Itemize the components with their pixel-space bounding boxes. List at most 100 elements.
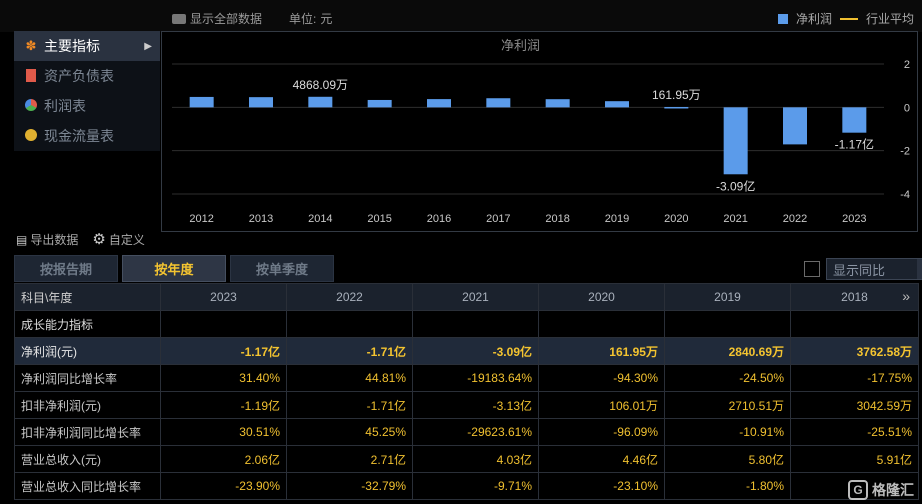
x-tick-label: 2019 [605, 213, 629, 225]
unit-display: 单位: 元 [289, 10, 332, 27]
show-all-data-toggle[interactable]: 显示全部数据 [172, 10, 262, 27]
compare-control: 显示同比 ▼ [804, 258, 922, 280]
double-chevron-right-icon[interactable]: » [902, 288, 910, 304]
unit-label: 单位: [289, 12, 317, 26]
menu-item-cash-flow[interactable]: 现金流量表 [14, 121, 160, 151]
x-tick-label: 2017 [486, 213, 510, 225]
period-tabs: 按报告期 按年度 按单季度 [14, 255, 334, 282]
x-tick-label: 2018 [545, 213, 569, 225]
menu-item-income-statement[interactable]: 利润表 [14, 91, 160, 121]
chevron-down-icon: ▼ [917, 259, 922, 279]
x-tick-label: 2016 [427, 213, 451, 225]
table-cell: -94.30% [538, 364, 665, 392]
table-cell [538, 310, 665, 338]
table-row[interactable]: 扣非净利润(元) -1.19亿 -1.71亿 -3.13亿 106.01万 2710.51… [14, 391, 919, 419]
y-tick-label: -2 [900, 146, 910, 158]
export-data-button[interactable]: ▤ 导出数据 [16, 231, 78, 248]
bar [783, 107, 807, 145]
coins-icon [24, 129, 38, 143]
data-label: 4868.09万 [293, 78, 348, 92]
compare-checkbox[interactable] [804, 261, 820, 277]
menu-item-label: 主要指标 [44, 38, 100, 54]
header-year-last[interactable]: 2018 » [790, 283, 919, 311]
table-cell: -1.71亿 [286, 337, 413, 365]
bar [308, 96, 333, 108]
bar [189, 96, 214, 108]
x-tick-label: 2012 [189, 213, 213, 225]
legend-industry-avg: 行业平均 [865, 12, 914, 26]
top-toolbar: 显示全部数据 单位: 元 净利润 行业平均 [0, 0, 922, 32]
document-icon [24, 69, 38, 83]
header-year[interactable]: 2022 [286, 283, 413, 311]
watermark-logo: G 格隆汇 [848, 480, 914, 500]
table-row[interactable]: 净利润同比增长率 31.40% 44.81% -19183.64% -94.30% -24… [14, 364, 919, 392]
menu-item-label: 资产负债表 [44, 68, 114, 84]
table-cell [160, 310, 287, 338]
compare-select[interactable]: 显示同比 ▼ [826, 258, 922, 280]
table-cell: -1.17亿 [160, 337, 287, 365]
row-label: 成长能力指标 [14, 310, 161, 338]
menu-item-balance-sheet[interactable]: 资产负债表 [14, 61, 160, 91]
menu-item-main-indicators[interactable]: ✽ 主要指标 ▶ [14, 31, 160, 61]
indicator-table: 科目\年度 2023 2022 2021 2020 2019 2018 » 成长… [14, 283, 919, 500]
table-cell: 30.51% [160, 418, 287, 446]
table-cell: 2710.51万 [664, 391, 791, 419]
table-cell: -3.09亿 [412, 337, 539, 365]
y-tick-label: -4 [900, 189, 910, 201]
table-cell [790, 310, 919, 338]
table-cell: -1.80% [664, 472, 791, 500]
bar [723, 107, 748, 175]
header-year[interactable]: 2023 [160, 283, 287, 311]
table-cell: 4.46亿 [538, 445, 665, 473]
table-cell: -32.79% [286, 472, 413, 500]
table-cell: -24.50% [664, 364, 791, 392]
table-row[interactable]: 净利润(元) -1.17亿 -1.71亿 -3.09亿 161.95万 2840.69万 3… [14, 337, 919, 365]
tab-by-year[interactable]: 按年度 [122, 255, 226, 282]
header-year: 2018 [841, 290, 868, 304]
table-row[interactable]: 营业总收入同比增长率 -23.90% -32.79% -9.71% -23.10% -1.… [14, 472, 919, 500]
net-profit-swatch [777, 13, 788, 24]
bar [842, 107, 867, 133]
table-cell: -23.10% [538, 472, 665, 500]
tab-by-report-period[interactable]: 按报告期 [14, 255, 118, 282]
customize-label: 自定义 [108, 233, 145, 247]
unit-value: 元 [320, 12, 333, 26]
table-cell: -25.51% [790, 418, 919, 446]
comment-icon [172, 13, 186, 24]
table-cell [790, 472, 919, 500]
table-row[interactable]: 营业总收入(元) 2.06亿 2.71亿 4.03亿 4.46亿 5.80亿 5.91亿 [14, 445, 919, 473]
x-tick-label: 2014 [308, 213, 332, 225]
table-cell [664, 310, 791, 338]
customize-button[interactable]: ⚙ 自定义 [92, 230, 144, 248]
header-year[interactable]: 2019 [664, 283, 791, 311]
menu-item-label: 现金流量表 [44, 128, 114, 144]
table-cell: 44.81% [286, 364, 413, 392]
table-cell: 4.03亿 [412, 445, 539, 473]
data-label: -1.17亿 [835, 137, 874, 152]
bar [427, 99, 451, 108]
table-cell: -1.71亿 [286, 391, 413, 419]
tab-by-quarter[interactable]: 按单季度 [230, 255, 334, 282]
table-cell: -17.75% [790, 364, 919, 392]
pie-icon [24, 99, 38, 113]
row-label: 净利润同比增长率 [14, 364, 161, 392]
table-row[interactable]: 扣非净利润同比增长率 30.51% 45.25% -29623.61% -96.09% -… [14, 418, 919, 446]
table-cell: 5.91亿 [790, 445, 919, 473]
table-cell: -1.19亿 [160, 391, 287, 419]
table-cell: 3762.58万 [790, 337, 919, 365]
bar [605, 101, 629, 108]
header-year[interactable]: 2020 [538, 283, 665, 311]
industry-avg-swatch [839, 17, 858, 20]
gear-icon: ⚙ [92, 231, 106, 248]
table-row[interactable]: 成长能力指标 [14, 310, 919, 338]
bar [367, 99, 392, 108]
table-cell: 45.25% [286, 418, 413, 446]
header-year[interactable]: 2021 [412, 283, 539, 311]
table-cell: 161.95万 [538, 337, 665, 365]
table-cell: -9.71% [412, 472, 539, 500]
x-tick-label: 2023 [842, 213, 866, 225]
y-tick-label: 0 [904, 102, 910, 114]
row-label: 营业总收入(元) [14, 445, 161, 473]
table-cell: -19183.64% [412, 364, 539, 392]
x-tick-label: 2021 [723, 213, 747, 225]
